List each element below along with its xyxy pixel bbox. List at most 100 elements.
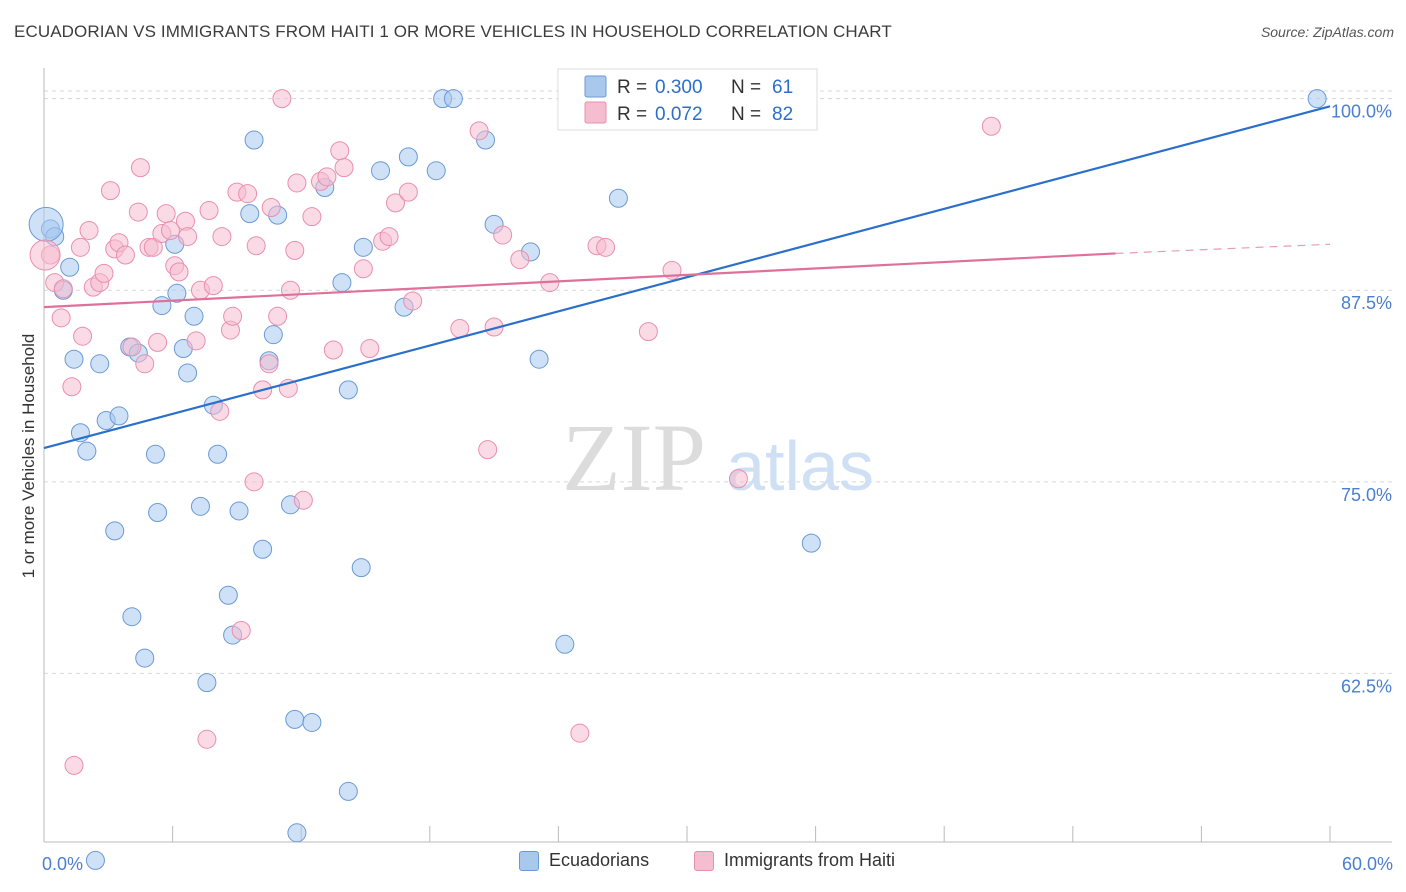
point-ecuadorian — [1307, 89, 1327, 109]
point-ecuadorian — [353, 237, 373, 257]
point-ecuadorian — [190, 496, 210, 516]
point-haiti — [317, 167, 337, 187]
point-haiti — [728, 469, 748, 489]
point-haiti — [186, 331, 206, 351]
point-ecuadorian — [218, 585, 238, 605]
point-ecuadorian — [529, 349, 549, 369]
point-haiti — [64, 755, 84, 775]
point-ecuadorian — [152, 296, 172, 316]
point-haiti — [156, 204, 176, 224]
stats-r-value-pink: 0.072 — [655, 104, 703, 125]
point-ecuadorian — [105, 521, 125, 541]
point-haiti — [70, 237, 90, 257]
point-haiti — [115, 245, 135, 265]
y-tick-label: 62.5% — [1341, 676, 1392, 696]
point-haiti — [596, 237, 616, 257]
point-haiti — [398, 182, 418, 202]
x-tick-label: 60.0% — [1342, 854, 1393, 874]
point-haiti — [130, 158, 150, 178]
point-ecuadorian — [371, 161, 391, 181]
data-points — [28, 89, 1327, 870]
stats-legend: R = 0.300 N = 61 R = 0.072 N = 82 — [557, 68, 818, 131]
point-haiti — [353, 259, 373, 279]
point-haiti — [135, 354, 155, 374]
point-ecuadorian-large — [28, 206, 64, 242]
x-tick-label: 0.0% — [42, 854, 83, 874]
point-haiti — [287, 173, 307, 193]
point-ecuadorian — [85, 850, 105, 870]
grid-lines — [44, 90, 1392, 674]
point-ecuadorian — [285, 709, 305, 729]
y-tick-label: 75.0% — [1341, 485, 1392, 505]
point-haiti — [197, 729, 217, 749]
trend-line-ecuadorians — [43, 105, 1331, 450]
point-ecuadorian — [64, 349, 84, 369]
point-haiti — [199, 201, 219, 221]
point-ecuadorian — [302, 712, 322, 732]
point-haiti — [386, 193, 406, 213]
point-haiti — [323, 340, 343, 360]
point-haiti — [638, 322, 658, 342]
point-haiti — [203, 276, 223, 296]
point-haiti — [128, 202, 148, 222]
trend-line-haiti-extension — [1115, 243, 1331, 255]
legend-item-haiti: Immigrants from Haiti — [694, 850, 895, 871]
point-haiti — [272, 89, 292, 109]
point-ecuadorian — [167, 283, 187, 303]
stats-r-label-pink: R = — [617, 104, 647, 125]
point-haiti — [223, 306, 243, 326]
point-ecuadorian — [178, 363, 198, 383]
point-ecuadorian — [263, 325, 283, 345]
point-haiti — [51, 308, 71, 328]
point-haiti — [360, 338, 380, 358]
point-ecuadorian — [253, 539, 273, 559]
point-haiti — [148, 332, 168, 352]
legend-label-haiti: Immigrants from Haiti — [724, 850, 896, 870]
point-haiti — [981, 116, 1001, 136]
point-ecuadorian — [135, 648, 155, 668]
point-ecuadorian — [77, 441, 97, 461]
stats-r-label-blue: R = — [617, 77, 647, 98]
stats-n-label-blue: N = — [731, 77, 761, 98]
point-haiti — [259, 354, 279, 374]
point-ecuadorian — [555, 634, 575, 654]
tick-labels: 100.0% 87.5% 75.0% 62.5% 0.0% 60.0% — [42, 102, 1393, 874]
point-ecuadorian — [426, 161, 446, 181]
point-haiti — [94, 263, 114, 283]
point-haiti — [403, 291, 423, 311]
y-axis-label: 1 or more Vehicles in Household — [19, 334, 38, 579]
point-haiti — [334, 158, 354, 178]
point-haiti-large — [29, 239, 61, 271]
point-ecuadorian — [90, 354, 110, 374]
point-haiti — [280, 280, 300, 300]
point-haiti — [160, 220, 180, 240]
point-haiti — [100, 181, 120, 201]
point-ecuadorian — [60, 257, 80, 277]
series-legend: Ecuadorians Immigrants from Haiti — [0, 850, 1406, 878]
legend-item-ecuadorians: Ecuadorians — [519, 850, 649, 871]
point-ecuadorian — [801, 533, 821, 553]
point-ecuadorian — [338, 380, 358, 400]
point-haiti — [62, 377, 82, 397]
stats-legend-pink-swatch — [584, 101, 607, 124]
point-ecuadorian — [148, 502, 168, 522]
legend-swatch-pink — [694, 850, 714, 871]
point-haiti — [73, 326, 93, 346]
stats-r-value-blue: 0.300 — [655, 77, 703, 98]
point-haiti — [178, 227, 198, 247]
chart-title: ECUADORIAN VS IMMIGRANTS FROM HAITI 1 OR… — [14, 22, 892, 41]
point-haiti — [261, 197, 281, 217]
point-haiti — [246, 236, 266, 256]
point-haiti — [122, 337, 142, 357]
point-haiti — [238, 184, 258, 204]
legend-swatch-blue — [519, 850, 539, 871]
stats-n-value-pink: 82 — [772, 104, 793, 125]
point-ecuadorian — [244, 130, 264, 150]
point-haiti — [244, 472, 264, 492]
point-haiti — [210, 401, 230, 421]
watermark: ZIP atlas — [562, 404, 874, 511]
point-haiti — [268, 306, 288, 326]
legend-label-ecuadorians: Ecuadorians — [549, 850, 650, 870]
source-credit: Source: ZipAtlas.com — [1260, 24, 1394, 40]
